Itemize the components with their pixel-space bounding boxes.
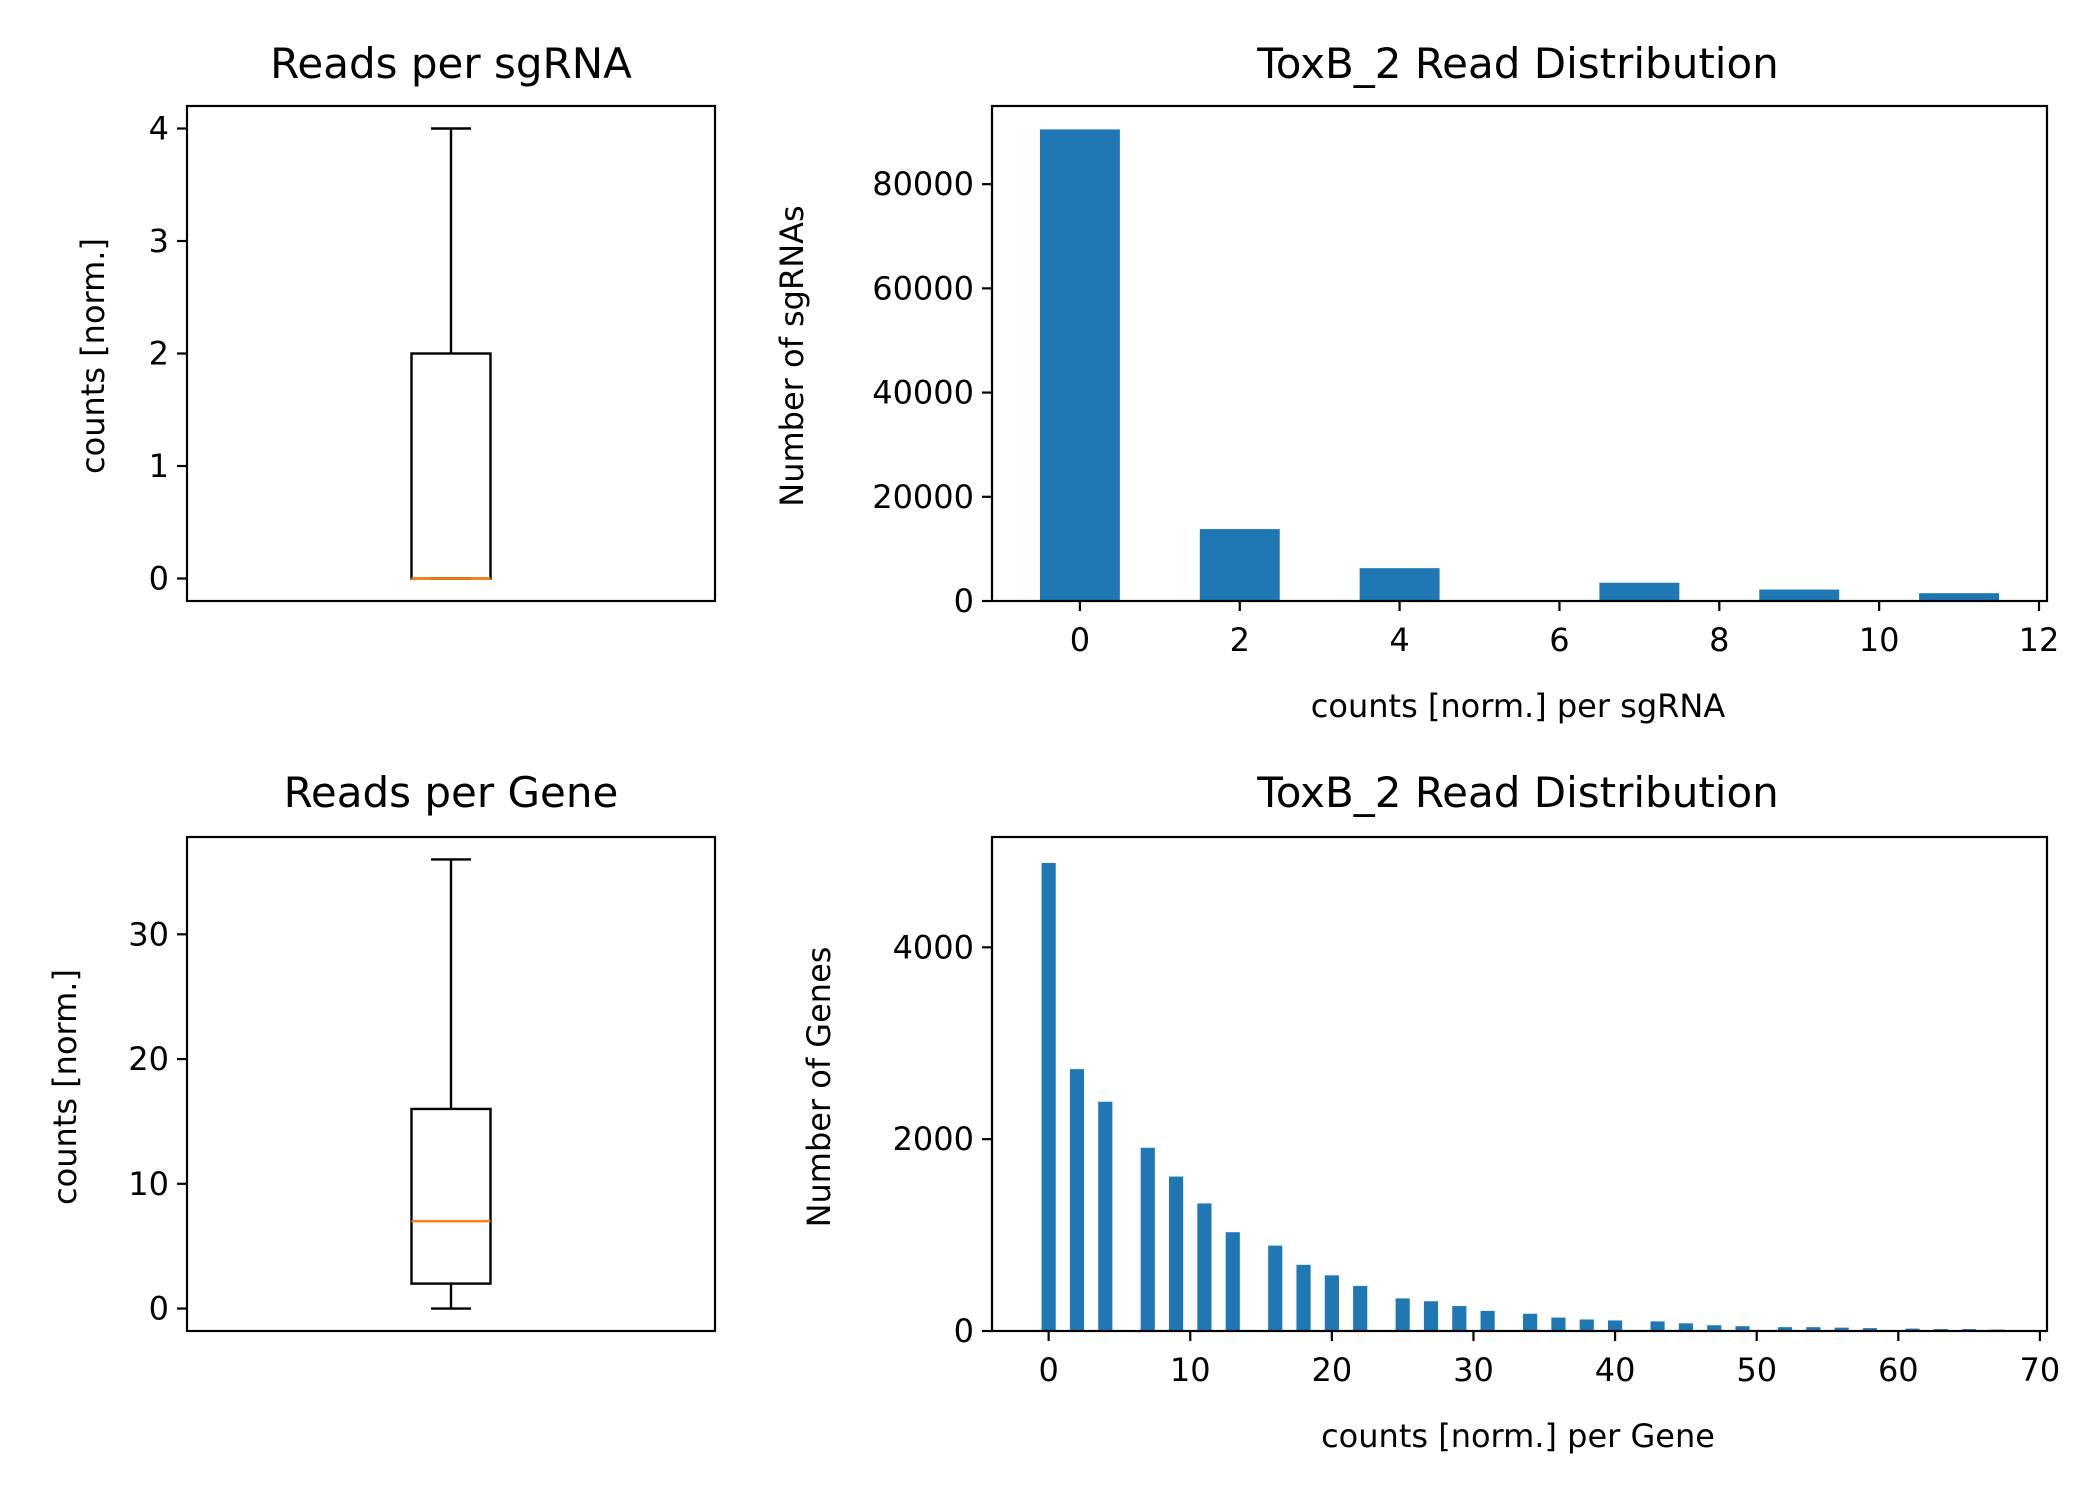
bar (1395, 1298, 1410, 1331)
xtick-label: 10 (1170, 1351, 1211, 1389)
xtick-label: 0 (1038, 1351, 1058, 1389)
xtick-label: 30 (1453, 1351, 1494, 1389)
bar (1608, 1320, 1623, 1331)
ytick-label: 2000 (893, 1120, 974, 1158)
bar (1551, 1317, 1566, 1331)
ytick-label: 60000 (872, 269, 974, 307)
hist-sgrna-xlabel: counts [norm.] per sgRNA (1311, 687, 1726, 725)
bar (1197, 1203, 1212, 1331)
bar (1199, 529, 1280, 601)
hist-sgrna-plot: 0 20000 40000 60000 80000 0 2 4 6 8 10 12 (872, 129, 2059, 659)
bar (1069, 1069, 1085, 1331)
bar (1353, 1285, 1368, 1331)
box-sgrna-plot: 0 1 2 3 4 (149, 110, 492, 598)
box-gene-frame (185, 835, 717, 1333)
bar (1423, 1301, 1439, 1331)
hist-gene-xlabel: counts [norm.] per Gene (1321, 1417, 1715, 1455)
xtick-label: 50 (1736, 1351, 1777, 1389)
bar (1452, 1306, 1467, 1331)
ytick-label: 40000 (872, 374, 974, 412)
bar (1324, 1275, 1339, 1331)
box-sgrna-ylabel: counts [norm.] (74, 238, 112, 474)
bar (1599, 582, 1680, 601)
xtick-label: 4 (1389, 621, 1409, 659)
xtick-label: 12 (2019, 621, 2060, 659)
box-gene-ylabel: counts [norm.] (46, 969, 84, 1205)
bar (1650, 1321, 1665, 1331)
bar (1735, 1326, 1750, 1331)
bar (1678, 1323, 1693, 1331)
xtick-label: 10 (1859, 621, 1900, 659)
panel-hist-sgrna: ToxB_2 Read Distribution Number of sgRNA… (773, 39, 2059, 725)
hist-gene-frame (990, 835, 2049, 1333)
xtick-label: 20 (1312, 1351, 1353, 1389)
ytick-label: 0 (149, 560, 169, 598)
hist-gene-plot: 0 2000 4000 0 10 20 30 40 50 60 70 (893, 862, 2061, 1389)
ytick-label: 3 (149, 222, 169, 260)
bar (1140, 1147, 1155, 1331)
panel-box-gene: Reads per Gene counts [norm.] 0 10 20 30 (46, 768, 717, 1333)
ytick-label: 0 (954, 582, 974, 620)
iqr-box (410, 1107, 492, 1285)
bar (1862, 1328, 1878, 1331)
hist-sgrna-title: ToxB_2 Read Distribution (1256, 39, 1779, 88)
box-gene-title: Reads per Gene (284, 768, 619, 817)
ytick-label: 10 (128, 1165, 169, 1203)
bar (1919, 593, 2000, 601)
ytick-label: 20000 (872, 478, 974, 516)
box-gene-plot: 0 10 20 30 (128, 858, 492, 1328)
bar (1225, 1232, 1240, 1331)
bar (1777, 1327, 1793, 1331)
box-sgrna-title: Reads per sgRNA (270, 39, 632, 88)
bar (1480, 1310, 1495, 1331)
ytick-label: 0 (954, 1312, 974, 1350)
xtick-label: 60 (1878, 1351, 1919, 1389)
ytick-label: 30 (128, 915, 169, 953)
bar (1296, 1264, 1311, 1331)
ytick-label: 4 (149, 110, 169, 148)
ytick-label: 2 (149, 335, 169, 373)
hist-gene-ylabel: Number of Genes (800, 947, 838, 1228)
panel-box-sgrna: Reads per sgRNA counts [norm.] 0 1 2 3 4 (74, 39, 717, 603)
xtick-label: 70 (2020, 1351, 2061, 1389)
bar (1834, 1327, 1849, 1331)
bar (1523, 1313, 1538, 1331)
bar (1041, 862, 1056, 1331)
hist-sgrna-frame (990, 104, 2049, 603)
bar (1268, 1245, 1283, 1331)
ytick-label: 0 (149, 1290, 169, 1328)
xtick-label: 6 (1549, 621, 1569, 659)
hist-sgrna-ylabel: Number of sgRNAs (773, 205, 811, 506)
panel-hist-gene: ToxB_2 Read Distribution Number of Genes… (800, 768, 2060, 1455)
bar (1039, 129, 1120, 601)
xtick-label: 2 (1230, 621, 1250, 659)
ytick-label: 4000 (893, 928, 974, 966)
bar (1806, 1327, 1821, 1331)
box-sgrna-frame (185, 104, 717, 603)
xtick-label: 8 (1709, 621, 1729, 659)
xtick-label: 40 (1595, 1351, 1636, 1389)
bar (1359, 568, 1440, 601)
ytick-label: 80000 (872, 165, 974, 203)
bar (1098, 1101, 1113, 1331)
bar (1169, 1176, 1184, 1331)
xtick-label: 0 (1070, 621, 1090, 659)
bar (1759, 589, 1840, 601)
bar (1707, 1325, 1722, 1331)
ytick-label: 20 (128, 1040, 169, 1078)
bar (1579, 1319, 1594, 1331)
bar (1905, 1328, 1920, 1331)
ytick-label: 1 (149, 447, 169, 485)
hist-gene-title: ToxB_2 Read Distribution (1256, 768, 1779, 817)
